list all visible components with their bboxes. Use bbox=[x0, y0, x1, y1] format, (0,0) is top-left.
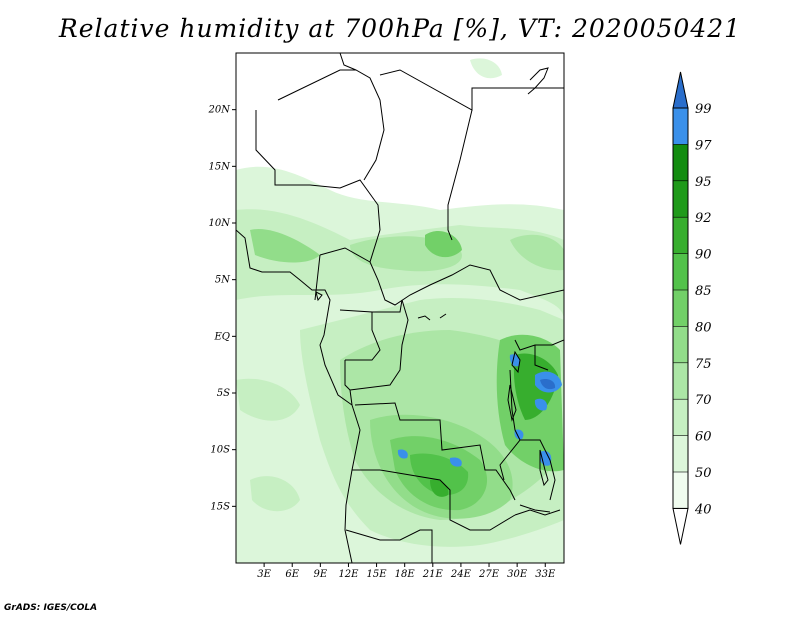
colorbar-label: 90 bbox=[695, 248, 712, 263]
colorbar-label: 50 bbox=[695, 466, 712, 481]
x-axis: 3E 6E 9E 12E 15E 18E 21E 24E 27E 30E 33E bbox=[257, 563, 556, 580]
y-tick-label: EQ bbox=[214, 331, 231, 342]
colorbar-label: 85 bbox=[695, 284, 712, 299]
x-tick-label: 6E bbox=[285, 569, 299, 580]
y-tick-label: 20N bbox=[208, 105, 232, 116]
colorbar-segment bbox=[673, 108, 688, 145]
x-tick-label: 27E bbox=[478, 569, 500, 580]
colorbar-label: 99 bbox=[695, 102, 712, 117]
y-tick-label: 5N bbox=[215, 275, 231, 286]
y-tick-label: 10S bbox=[210, 445, 230, 456]
colorbar-segment bbox=[673, 253, 688, 290]
colorbar-segment bbox=[673, 290, 688, 327]
x-tick-label: 30E bbox=[507, 569, 528, 580]
colorbar-segment bbox=[673, 326, 688, 363]
colorbar-above-arrow bbox=[672, 71, 689, 109]
x-tick-label: 21E bbox=[422, 569, 444, 580]
colorbar-label: 60 bbox=[695, 430, 712, 445]
y-tick-label: 5S bbox=[217, 388, 230, 399]
humidity-field bbox=[236, 53, 564, 563]
country-borders bbox=[236, 53, 564, 563]
y-tick-label: 15N bbox=[209, 161, 232, 172]
colorbar-label: 40 bbox=[694, 502, 712, 517]
colorbar-segment bbox=[673, 144, 688, 181]
x-tick-label: 15E bbox=[367, 569, 388, 580]
colorbar-label: 70 bbox=[695, 393, 712, 408]
map-frame bbox=[235, 52, 565, 564]
colorbar: 40 50 60 70 75 80 85 90 92 95 97 99 bbox=[672, 71, 712, 545]
colorbar-label: 75 bbox=[695, 357, 712, 372]
y-axis: 20N 15N 10N 5N EQ 5S 10S 15S bbox=[208, 105, 236, 512]
lakes bbox=[315, 67, 551, 513]
colorbar-segment bbox=[673, 399, 688, 436]
x-tick-label: 33E bbox=[535, 569, 556, 580]
colorbar-below-arrow bbox=[672, 507, 689, 545]
colorbar-label: 92 bbox=[695, 211, 712, 226]
x-tick-label: 18E bbox=[395, 569, 416, 580]
colorbar-label: 97 bbox=[695, 138, 712, 153]
colorbar-label: 95 bbox=[695, 175, 712, 190]
x-tick-label: 24E bbox=[450, 569, 472, 580]
grads-credit: GrADS: IGES/COLA bbox=[4, 603, 98, 613]
colorbar-segment bbox=[673, 217, 688, 254]
chart-title: Relative humidity at 700hPa [%], VT: 202… bbox=[58, 14, 742, 43]
colorbar-segment bbox=[673, 180, 688, 218]
colorbar-label: 80 bbox=[695, 320, 712, 335]
colorbar-segment bbox=[673, 362, 688, 400]
colorbar-segment bbox=[673, 435, 688, 472]
x-tick-label: 12E bbox=[338, 569, 359, 580]
colorbar-segment bbox=[673, 472, 688, 509]
y-tick-label: 15S bbox=[210, 501, 230, 512]
x-tick-label: 3E bbox=[257, 569, 271, 580]
x-tick-label: 9E bbox=[314, 569, 328, 580]
y-tick-label: 10N bbox=[209, 218, 232, 229]
